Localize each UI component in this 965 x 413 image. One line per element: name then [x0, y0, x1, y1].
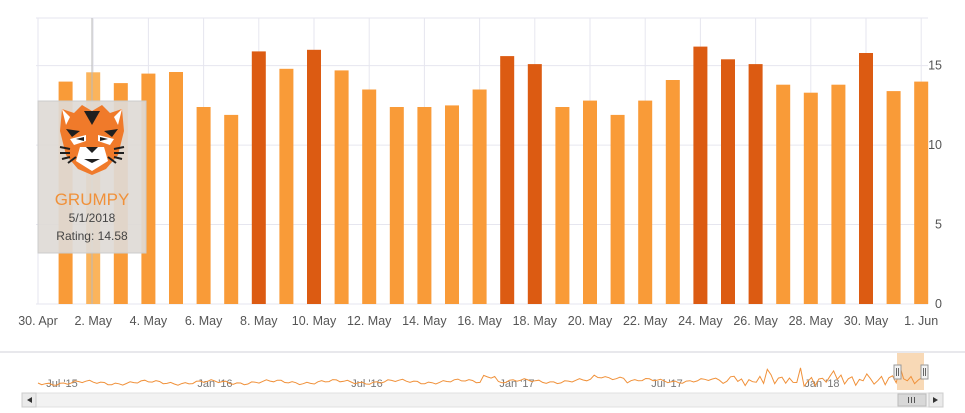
- y-axis: 0 5 10 15: [928, 59, 942, 311]
- x-tick-label: 26. May: [733, 314, 778, 328]
- bar[interactable]: [748, 64, 763, 304]
- bar[interactable]: [803, 92, 818, 304]
- navigator-date-label: Jul '17: [651, 378, 682, 390]
- tiger-face-icon: [59, 105, 125, 175]
- bar[interactable]: [362, 89, 377, 305]
- bar[interactable]: [334, 70, 349, 305]
- bar[interactable]: [914, 81, 929, 304]
- tooltip-rating: Rating: 14.58: [56, 229, 128, 243]
- tooltip: GRUMPY 5/1/2018 Rating: 14.58: [37, 100, 147, 254]
- y-tick-label: 10: [928, 138, 942, 152]
- bar[interactable]: [693, 46, 708, 304]
- navigator-date-label: Jan '16: [197, 378, 232, 390]
- bar[interactable]: [859, 53, 873, 304]
- bar[interactable]: [445, 105, 459, 305]
- bar[interactable]: [721, 59, 735, 304]
- x-tick-label: 1. Jun: [904, 314, 938, 328]
- chevron-left-icon: [27, 397, 32, 403]
- x-tick-label: 24. May: [678, 314, 723, 328]
- x-tick-label: 28. May: [789, 314, 834, 328]
- bar[interactable]: [886, 91, 901, 304]
- navigator[interactable]: Jul '15 Jan '16 Jul '16 Jan '17 Jul '17 Jan '…: [0, 351, 965, 390]
- tooltip-title: GRUMPY: [55, 190, 130, 209]
- grip-icon: [908, 397, 915, 403]
- bar[interactable]: [251, 51, 266, 305]
- bar[interactable]: [389, 107, 404, 304]
- chevron-right-icon: [933, 397, 938, 403]
- y-tick-label: 15: [928, 59, 942, 73]
- bar[interactable]: [610, 114, 625, 305]
- scrollbar[interactable]: [21, 392, 944, 408]
- bar[interactable]: [417, 107, 432, 304]
- x-tick-label: 12. May: [347, 314, 392, 328]
- x-tick-label: 4. May: [130, 314, 168, 328]
- bar[interactable]: [665, 80, 680, 304]
- bar[interactable]: [307, 49, 321, 304]
- scrollbar-track[interactable]: [21, 392, 944, 408]
- bar[interactable]: [583, 100, 597, 304]
- navigator-labels: Jul '15 Jan '16 Jul '16 Jan '17 Jul '17 Jan '…: [46, 378, 839, 390]
- navigator-date-label: Jan '17: [499, 378, 534, 390]
- x-tick-label: 22. May: [623, 314, 668, 328]
- x-tick-label: 30. Apr: [18, 314, 58, 328]
- navigator-handle-left[interactable]: [893, 364, 902, 380]
- bar[interactable]: [169, 72, 183, 304]
- navigator-handle-right[interactable]: [920, 364, 929, 380]
- bar[interactable]: [279, 68, 294, 304]
- x-tick-label: 18. May: [513, 314, 558, 328]
- x-tick-label: 10. May: [292, 314, 337, 328]
- scrollbar-thumb[interactable]: [897, 393, 927, 407]
- tooltip-date: 5/1/2018: [69, 211, 116, 225]
- navigator-date-label: Jul '15: [46, 378, 77, 390]
- bar[interactable]: [224, 114, 239, 305]
- bar[interactable]: [472, 89, 487, 305]
- bar-series: [58, 46, 929, 305]
- y-tick-label: 5: [935, 218, 942, 232]
- x-tick-label: 2. May: [74, 314, 112, 328]
- bar[interactable]: [831, 84, 846, 304]
- bar[interactable]: [555, 107, 570, 304]
- x-tick-label: 30. May: [844, 314, 889, 328]
- x-tick-label: 8. May: [240, 314, 278, 328]
- x-tick-label: 6. May: [185, 314, 223, 328]
- x-axis: 30. Apr 2. May 4. May 6. May 8. May 10. May 12…: [18, 314, 938, 328]
- scroll-right-button[interactable]: [928, 392, 944, 408]
- x-tick-label: 20. May: [568, 314, 613, 328]
- bar[interactable]: [776, 84, 791, 304]
- navigator-series-line: [37, 364, 923, 388]
- y-tick-label: 0: [935, 297, 942, 311]
- scroll-left-button[interactable]: [21, 392, 37, 408]
- x-tick-label: 14. May: [402, 314, 447, 328]
- x-tick-label: 16. May: [457, 314, 502, 328]
- bar[interactable]: [527, 64, 542, 304]
- bar[interactable]: [500, 56, 515, 304]
- bar[interactable]: [196, 107, 211, 304]
- bar[interactable]: [638, 100, 653, 304]
